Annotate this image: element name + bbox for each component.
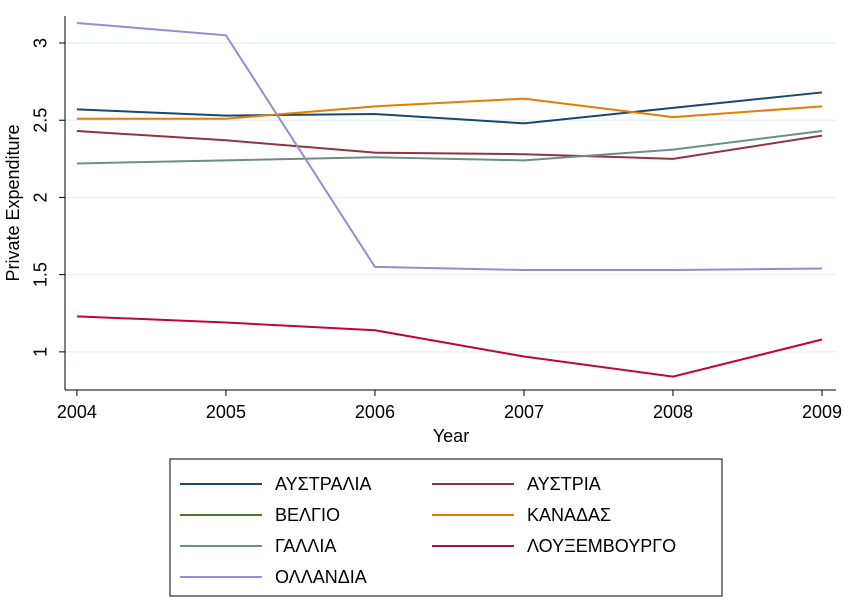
y-tick-label: 1 (31, 347, 51, 357)
legend-label: ΟΛΛΑΝΔΙΑ (275, 567, 367, 587)
x-tick-label: 2005 (206, 402, 246, 422)
x-axis-title: Year (433, 426, 469, 446)
legend-label: ΚΑΝΑΔΑΣ (527, 505, 611, 525)
legend-label: ΒΕΛΓΙΟ (275, 505, 340, 525)
x-tick-label: 2006 (355, 402, 395, 422)
y-tick-label: 2.5 (31, 108, 51, 133)
series-line (76, 130, 823, 160)
y-tick-label: 3 (31, 38, 51, 48)
series-line (76, 97, 823, 120)
legend-label: ΛΟΥΞΕΜΒΟΥΡΓΟ (527, 536, 676, 556)
x-tick-label: 2004 (57, 402, 97, 422)
legend-label: ΓΑΛΛΙΑ (275, 536, 336, 556)
plot-area (65, 16, 836, 390)
series-line (76, 130, 823, 165)
series-line (76, 91, 823, 125)
y-tick-label: 1.5 (31, 262, 51, 287)
legend-label: ΑΥΣΤΡΑΛΙΑ (275, 474, 372, 494)
x-tick-label: 2009 (802, 402, 842, 422)
x-tick-label: 2008 (653, 402, 693, 422)
legend-label: ΑΥΣΤΡΙΑ (527, 474, 601, 494)
series-line (76, 315, 823, 378)
y-axis-title: Private Expenditure (3, 124, 23, 281)
legend (169, 458, 723, 597)
series-line (76, 21, 823, 272)
y-tick-label: 2 (31, 192, 51, 202)
x-tick-label: 2007 (504, 402, 544, 422)
